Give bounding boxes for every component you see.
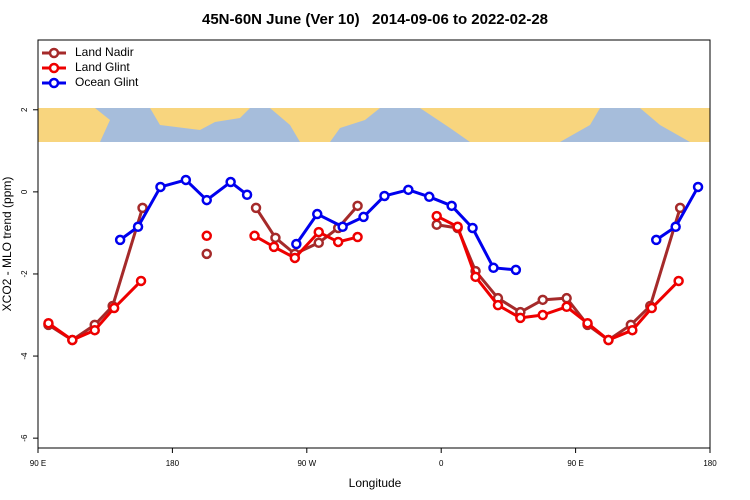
map-band: [38, 108, 710, 142]
x-axis-label: Longitude: [349, 476, 402, 490]
data-point: [135, 275, 147, 287]
data-point: [137, 202, 148, 214]
data-point: [627, 324, 638, 336]
data-point: [537, 294, 548, 306]
data-point: [108, 302, 120, 314]
data-point: [650, 234, 662, 246]
data-point: [268, 241, 280, 253]
y-tick-label: -2: [20, 270, 29, 278]
data-point: [180, 174, 192, 186]
data-point: [603, 334, 614, 346]
x-tick-label: 180: [703, 459, 717, 468]
data-point: [155, 181, 166, 193]
data-point: [403, 184, 414, 196]
data-point: [358, 211, 369, 223]
data-point: [312, 208, 323, 220]
data-point: [250, 202, 262, 214]
data-point: [646, 302, 658, 314]
data-point: [431, 219, 442, 230]
data-point: [674, 202, 686, 214]
data-point: [561, 301, 572, 313]
data-point: [510, 264, 522, 276]
data-point: [379, 190, 390, 202]
data-point: [241, 189, 253, 200]
data-point: [225, 176, 236, 188]
legend-marker: [48, 77, 60, 89]
data-point: [313, 237, 324, 249]
chart-title: 45N-60N June (Ver 10) 2014-09-06 to 2022…: [202, 11, 548, 28]
x-tick-label: 90 W: [297, 459, 316, 468]
data-point: [492, 299, 504, 311]
y-tick-label: -6: [20, 434, 29, 442]
data-point: [670, 221, 681, 233]
data-point: [132, 221, 144, 233]
data-point: [470, 271, 481, 283]
y-tick-label: 2: [20, 107, 29, 112]
data-point: [446, 200, 457, 212]
data-point: [692, 181, 704, 193]
legend-label: Land Glint: [75, 60, 130, 74]
data-point: [561, 292, 572, 304]
data-point: [67, 334, 78, 346]
data-point: [270, 232, 281, 244]
data-point: [337, 221, 348, 233]
data-point: [352, 200, 363, 212]
data-point: [89, 324, 100, 336]
data-point: [424, 191, 435, 203]
data-point: [313, 226, 324, 238]
data-point: [352, 231, 363, 243]
data-point: [114, 234, 126, 246]
data-point: [452, 221, 463, 233]
legend-label: Ocean Glint: [75, 75, 139, 89]
legend-marker: [48, 47, 60, 59]
data-point: [43, 317, 54, 329]
data-point: [289, 252, 301, 264]
data-point: [515, 312, 526, 324]
x-tick-label: 90 E: [30, 459, 46, 468]
data-point: [537, 309, 548, 321]
data-point: [291, 238, 302, 250]
data-point: [673, 275, 684, 287]
y-tick-label: 0: [20, 189, 29, 194]
x-tick-label: 90 E: [567, 459, 583, 468]
data-point: [332, 236, 344, 248]
y-tick-label: -4: [20, 352, 29, 360]
data-point: [201, 248, 212, 260]
data-point: [431, 210, 442, 222]
x-tick-label: 180: [166, 459, 180, 468]
y-axis-label: XCO2 - MLO trend (ppm): [0, 177, 14, 312]
data-point: [582, 317, 593, 329]
data-point: [249, 230, 260, 242]
data-point: [201, 194, 212, 206]
x-tick-label: 0: [439, 459, 444, 468]
data-point: [201, 230, 212, 242]
plot-frame: [37, 39, 711, 449]
data-point: [488, 262, 499, 274]
legend-label: Land Nadir: [75, 45, 134, 59]
data-point: [467, 222, 478, 234]
legend-marker: [48, 62, 60, 74]
